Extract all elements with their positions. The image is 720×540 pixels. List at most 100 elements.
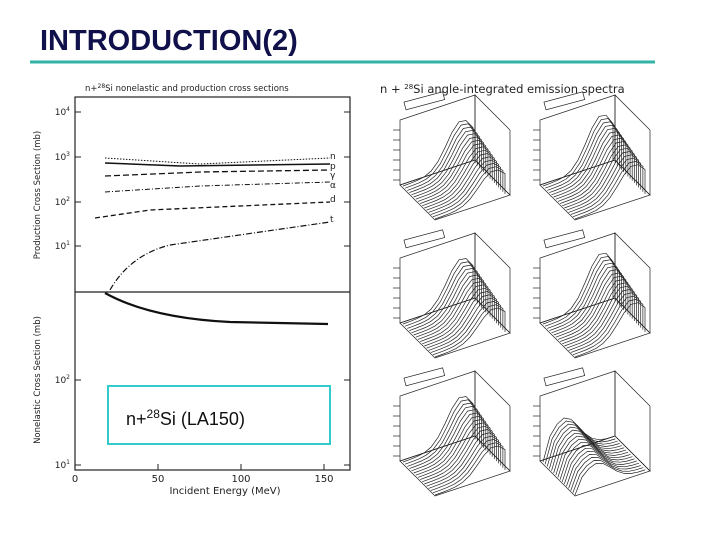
spectrum-plot xyxy=(533,91,651,221)
spectra-title-sup: 28 xyxy=(404,83,413,91)
spectrum-ridge xyxy=(561,444,633,482)
spectrum-ridge xyxy=(568,454,639,489)
curve xyxy=(104,292,329,326)
spectrum-ridge xyxy=(566,451,638,487)
spectra-title: n + 28Si angle-integrated emission spect… xyxy=(380,82,625,96)
spectrum-ridge xyxy=(553,269,625,336)
plot-frame xyxy=(74,96,351,471)
series-label: p xyxy=(330,162,336,172)
spectrum-ridge xyxy=(405,123,476,189)
spectrum-ridge xyxy=(555,272,627,338)
spectra-title-prefix: n + xyxy=(380,82,404,96)
spectrum-plot xyxy=(533,367,651,497)
spectrum-ridge xyxy=(570,457,642,491)
y-tick-label: 103 xyxy=(55,151,70,163)
spectrum-ridge xyxy=(417,419,489,478)
spectrum-ridge xyxy=(422,425,493,483)
spectrum-ridge xyxy=(542,252,614,325)
spectrum-ridge xyxy=(417,143,489,202)
curve xyxy=(104,181,331,193)
spectrum-ridge xyxy=(409,268,480,331)
series-label: t xyxy=(330,215,334,225)
spectrum-ridge xyxy=(559,279,631,342)
spectrum-ridge xyxy=(566,289,637,349)
spectrum-ridge xyxy=(402,120,474,187)
figure-title-prefix: n+ xyxy=(85,84,98,94)
y-tick-label: 101 xyxy=(55,240,70,252)
spectrum-ridge xyxy=(413,412,485,474)
spectrum-ridge xyxy=(402,258,474,325)
spectrum-ridge xyxy=(434,169,506,220)
spectrum-ridge xyxy=(572,460,644,493)
spectrum-ridge xyxy=(405,261,476,327)
cross-section-figure: n+28Si nonelastic and production cross s… xyxy=(33,83,351,497)
spectra-title-suffix: Si angle-integrated emission spectra xyxy=(413,82,625,96)
spectrum-ridge xyxy=(568,154,639,213)
spectrum-ridge xyxy=(562,282,633,345)
box-label-suffix: Si (LA150) xyxy=(160,409,245,429)
spectrum-ridge xyxy=(424,291,495,347)
spectrum-ridge xyxy=(572,299,644,356)
spectrum-ridge xyxy=(553,432,625,474)
series-label: γ xyxy=(330,171,336,181)
series-label: n xyxy=(330,152,336,162)
spectrum-ridge xyxy=(422,149,493,207)
spectrum-ridge xyxy=(409,130,480,193)
spectrum-ridge xyxy=(545,256,616,327)
spectrum-ridge xyxy=(430,439,502,491)
tick-base: 10 xyxy=(55,376,67,386)
spectrum-ridge xyxy=(542,114,614,187)
spectrum-ridge xyxy=(564,285,635,347)
spectrum-ridge xyxy=(402,396,474,463)
series-label: α xyxy=(330,181,336,191)
spectrum-ridge xyxy=(557,438,629,478)
tick-exponent: 4 xyxy=(66,106,70,113)
y-axis-label-top: Production Cross Section (mb) xyxy=(33,131,43,260)
curve xyxy=(109,221,331,291)
figure-title-sup: 28 xyxy=(98,83,106,90)
spectrum-ridge xyxy=(574,164,646,220)
axis-caption xyxy=(543,367,586,387)
axis-caption xyxy=(543,229,586,249)
spectrum-ridge xyxy=(572,161,644,218)
spectrum-ridge xyxy=(413,136,485,198)
axis-caption xyxy=(403,367,446,387)
spectrum-ridge xyxy=(564,147,635,209)
spectrum-ridge xyxy=(409,406,480,469)
spectrum-ridge xyxy=(424,429,495,485)
y-axis-label-bottom: Nonelastic Cross Section (mb) xyxy=(33,316,43,444)
spectrum-ridge xyxy=(415,139,487,200)
x-tick-label: 50 xyxy=(152,474,165,485)
spectrum-ridge xyxy=(546,423,618,467)
spectrum-ridge xyxy=(417,281,489,340)
curve xyxy=(104,169,331,177)
spectrum-ridge xyxy=(411,409,482,472)
spectrum-ridge xyxy=(405,399,476,465)
spectrum-ridge xyxy=(564,447,635,485)
spectrum-ridge xyxy=(426,294,497,349)
slide-title: INTRODUCTION(2) xyxy=(40,25,298,57)
spectrum-ridge xyxy=(551,128,622,196)
box-label-prefix: n+ xyxy=(126,409,147,429)
y-tick-label: 102 xyxy=(55,374,70,386)
plot-floor xyxy=(399,435,511,497)
spectrum-ridge xyxy=(419,422,491,480)
spectrum-ridge xyxy=(551,266,622,334)
plot-floor xyxy=(399,297,511,359)
spectrum-ridge xyxy=(570,157,642,215)
axis-caption xyxy=(403,229,446,249)
plot-wall xyxy=(614,370,651,472)
figure-title-suffix: Si nonelastic and production cross secti… xyxy=(105,84,289,94)
x-tick-label: 0 xyxy=(72,474,78,485)
axis-caption xyxy=(543,91,586,111)
tick-exponent: 1 xyxy=(66,240,70,247)
spectrum-ridge xyxy=(551,429,622,471)
spectrum-ridge xyxy=(415,415,487,476)
plot-floor xyxy=(539,297,651,359)
spectrum-ridge xyxy=(430,301,502,353)
spectrum-ridge xyxy=(430,163,502,215)
spectrum-ridge xyxy=(555,134,627,200)
spectrum-ridge xyxy=(555,435,627,476)
spectrum-ridge xyxy=(432,442,504,494)
